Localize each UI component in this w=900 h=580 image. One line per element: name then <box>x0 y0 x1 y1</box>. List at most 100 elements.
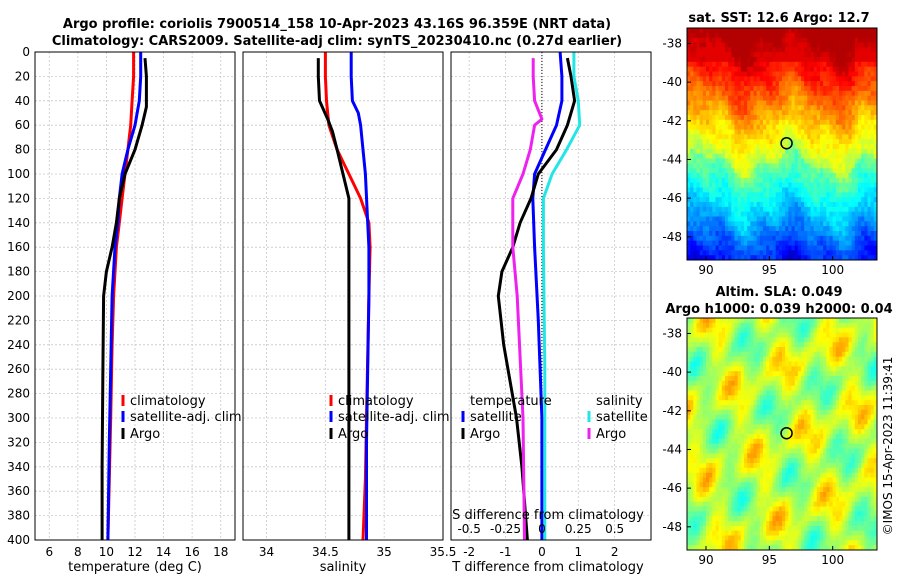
heatmap-cell <box>807 158 812 164</box>
heatmap-cell <box>763 37 767 44</box>
heatmap-cell <box>766 144 770 150</box>
heatmap-cell <box>848 86 853 92</box>
heatmap-cell <box>756 405 761 411</box>
heatmap-cell <box>759 163 764 169</box>
heatmap-cell <box>731 501 736 508</box>
heatmap-cell <box>693 434 698 440</box>
heatmap-cell <box>772 318 777 324</box>
heatmap-cell <box>801 347 805 353</box>
heatmap-cell <box>835 187 840 193</box>
heatmap-cell <box>715 453 720 459</box>
heatmap-cell <box>804 390 808 396</box>
heatmap-cell <box>867 202 872 208</box>
heatmap-cell <box>810 376 815 382</box>
heatmap-cell <box>744 351 748 358</box>
heatmap-cell <box>721 95 726 102</box>
heatmap-cell <box>807 86 812 92</box>
heatmap-cell <box>696 530 701 537</box>
heatmap-cell <box>851 216 856 222</box>
heatmap-cell <box>731 255 736 260</box>
heatmap-cell <box>693 487 698 493</box>
heatmap-cell <box>810 57 815 63</box>
heatmap-cell <box>718 245 723 251</box>
heatmap-cell <box>813 211 818 218</box>
heatmap-cell <box>870 192 875 198</box>
heatmap-cell <box>725 182 729 189</box>
heatmap-cell <box>699 380 704 387</box>
heatmap-cell <box>804 129 808 135</box>
heatmap-cell <box>763 424 767 430</box>
heatmap-cell <box>687 380 691 387</box>
heatmap-cell <box>725 351 729 358</box>
heatmap-cell <box>782 221 786 227</box>
heatmap-cell <box>756 42 761 48</box>
heatmap-cell <box>851 235 856 242</box>
heatmap-cell <box>734 405 739 411</box>
heatmap-cell <box>785 32 789 39</box>
heatmap-cell <box>763 361 767 367</box>
heatmap-cell <box>756 530 761 537</box>
heatmap-cell <box>718 318 723 324</box>
heatmap-cell <box>788 119 793 126</box>
heatmap-cell <box>769 337 774 343</box>
heatmap-cell <box>826 28 831 34</box>
heatmap-cell <box>753 192 758 198</box>
heatmap-cell <box>731 337 736 343</box>
heatmap-cell <box>712 197 717 203</box>
heatmap-cell <box>801 332 805 338</box>
heatmap-cell <box>867 100 872 106</box>
heatmap-cell <box>731 400 736 406</box>
heatmap-cell <box>769 182 774 189</box>
heatmap-cell <box>867 86 872 92</box>
heatmap-cell <box>715 158 720 164</box>
heatmap-cell <box>763 197 767 203</box>
heatmap-cell <box>801 443 805 450</box>
heatmap-cell <box>706 322 710 329</box>
heatmap-cell <box>718 129 723 135</box>
heatmap-cell <box>797 100 802 106</box>
heatmap-cell <box>807 467 812 474</box>
heatmap-cell <box>687 337 691 343</box>
heatmap-cell <box>826 95 831 102</box>
heatmap-cell <box>867 168 872 174</box>
heatmap-cell <box>731 472 736 479</box>
heatmap-cell <box>740 414 745 421</box>
heatmap-cell <box>778 90 783 97</box>
heatmap-cell <box>715 516 720 522</box>
heatmap-cell <box>756 419 761 425</box>
heatmap-cell <box>864 134 869 140</box>
heatmap-cell <box>750 66 755 73</box>
series-line-temperature-satellite <box>531 51 564 540</box>
heatmap-cell <box>709 477 713 483</box>
heatmap-cell <box>826 90 831 97</box>
heatmap-cell <box>804 496 808 503</box>
sst-longitude-ticks: 90 95 100 <box>698 256 844 277</box>
heatmap-cell <box>706 163 710 169</box>
heatmap-cell <box>766 110 770 116</box>
heatmap-cell <box>740 390 745 396</box>
salinity-grid <box>243 51 444 541</box>
heatmap-cell <box>826 182 831 189</box>
heatmap-cell <box>721 318 726 324</box>
heatmap-cell <box>861 163 865 169</box>
heatmap-cell <box>728 414 732 421</box>
heatmap-cell <box>775 438 780 445</box>
heatmap-cell <box>744 521 748 527</box>
heatmap-cell <box>740 400 745 406</box>
heatmap-cell <box>788 148 793 155</box>
heatmap-cell <box>785 477 789 483</box>
heatmap-cell <box>782 322 786 329</box>
heatmap-cell <box>785 173 789 179</box>
heatmap-cell <box>861 57 865 63</box>
heatmap-cell <box>851 153 856 160</box>
heatmap-cell <box>728 429 732 435</box>
heatmap-cell <box>873 153 877 160</box>
x-tick-label: 6 <box>45 545 53 559</box>
heatmap-cell <box>854 129 859 135</box>
heatmap-cell <box>747 322 751 329</box>
heatmap-cell <box>845 115 850 121</box>
heatmap-cell <box>744 327 748 334</box>
heatmap-cell <box>696 134 701 140</box>
heatmap-cell <box>759 168 764 174</box>
heatmap-cell <box>794 434 799 440</box>
